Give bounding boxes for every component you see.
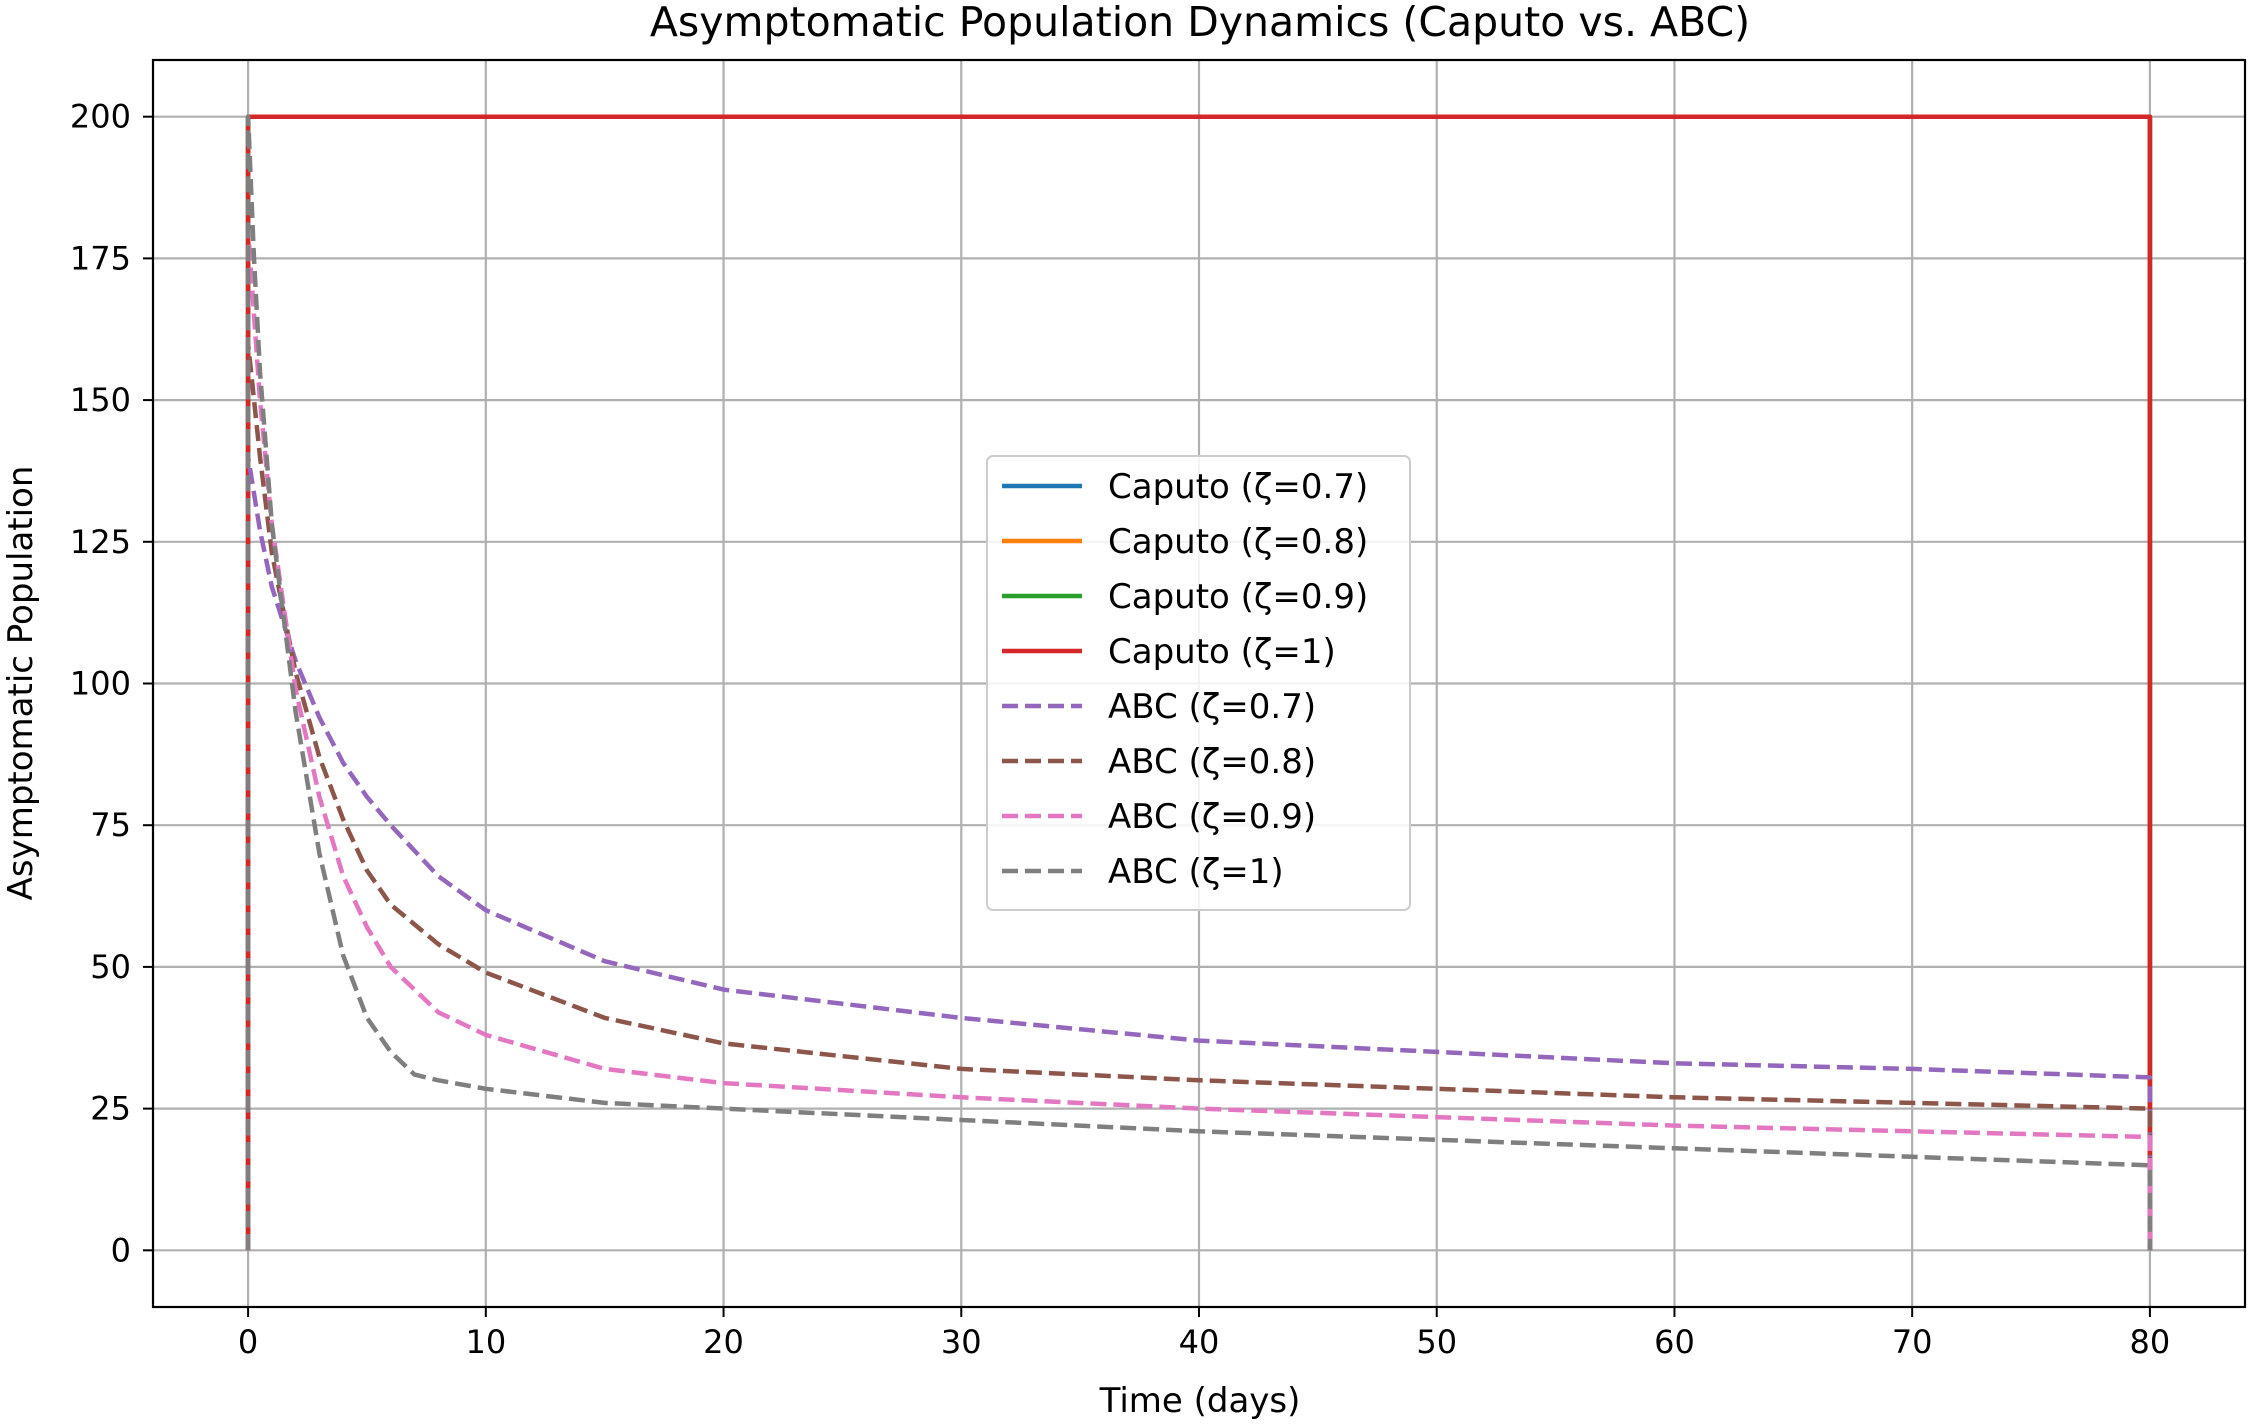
y-tick-label: 125	[70, 523, 131, 561]
legend-label: ABC (ζ=0.8)	[1108, 742, 1316, 782]
x-tick-label: 0	[238, 1323, 258, 1361]
series-line-5	[245, 454, 2153, 1251]
x-tick-label: 80	[2130, 1323, 2171, 1361]
legend-box	[986, 455, 1411, 911]
y-tick-label: 200	[70, 98, 131, 136]
legend-label: Caputo (ζ=0.9)	[1108, 577, 1368, 617]
legend: Caputo (ζ=0.7) Caputo (ζ=0.8) Caputo (ζ=0.…	[986, 455, 1411, 911]
legend-label: Caputo (ζ=0.7)	[1108, 467, 1368, 507]
y-tick-label: 75	[90, 806, 131, 844]
x-tick-label: 10	[465, 1323, 506, 1361]
y-tick-label: 150	[70, 381, 131, 419]
legend-label: ABC (ζ=1)	[1108, 852, 1284, 892]
x-tick-label: 20	[703, 1323, 744, 1361]
x-tick-label: 70	[1892, 1323, 1933, 1361]
y-tick-label: 50	[90, 948, 131, 986]
axis-ticks: 0 10 20 30 40 50 60 70 80 0 25 50 75 100 125 150 175 200	[70, 98, 2170, 1361]
legend-label: ABC (ζ=0.7)	[1108, 687, 1316, 727]
y-axis-title: Asymptomatic Population	[1, 466, 41, 901]
x-tick-label: 40	[1179, 1323, 1220, 1361]
y-tick-label: 0	[111, 1231, 131, 1269]
x-axis-title: Time (days)	[1099, 1381, 1301, 1421]
y-tick-label: 175	[70, 239, 131, 277]
legend-label: ABC (ζ=0.9)	[1108, 797, 1316, 837]
legend-label: Caputo (ζ=0.8)	[1108, 522, 1368, 562]
x-tick-label: 30	[941, 1323, 982, 1361]
chart-title: Asymptomatic Population Dynamics (Caputo…	[650, 0, 1750, 46]
y-tick-label: 25	[90, 1090, 131, 1128]
series-lines	[245, 114, 2153, 1251]
legend-label: Caputo (ζ=1)	[1108, 632, 1336, 672]
x-tick-label: 50	[1416, 1323, 1457, 1361]
x-tick-label: 60	[1654, 1323, 1695, 1361]
y-tick-label: 100	[70, 665, 131, 703]
